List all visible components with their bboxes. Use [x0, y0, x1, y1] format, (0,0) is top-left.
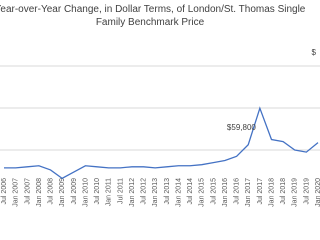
x-tick-label: Jul 2012	[141, 178, 148, 205]
x-tick-label: Jul 2009	[71, 178, 78, 205]
x-tick-label: Jan 2017	[245, 178, 252, 207]
x-tick-label: Jan 2018	[268, 178, 275, 207]
x-tick-label: Jul 2006	[1, 178, 8, 205]
x-tick-label: Jan 2015	[199, 178, 206, 207]
chart: Year-over-Year Change, in Dollar Terms, …	[0, 4, 320, 207]
x-tick-label: Jul 2014	[187, 178, 194, 205]
data-label: $59,800	[227, 123, 256, 132]
x-tick-label: Jul 2018	[280, 178, 287, 205]
x-tick-label: Jan 2008	[36, 178, 43, 207]
x-tick-label: Jul 2011	[117, 178, 124, 204]
chart-title: Year-over-Year Change, in Dollar Terms, …	[0, 4, 306, 15]
x-tick-label: Jul 2019	[303, 178, 310, 205]
x-tick-label: Jul 2008	[48, 178, 55, 205]
x-tick-label: Jul 2007	[24, 178, 31, 205]
annotation: $	[312, 48, 317, 57]
x-tick-label: Jul 2016	[234, 178, 241, 205]
x-tick-label: Jan 2012	[129, 178, 136, 207]
x-tick-label: Jan 2011	[106, 178, 113, 206]
x-tick-label: Jan 2009	[59, 178, 66, 207]
x-tick-label: Jul 2015	[210, 178, 217, 205]
x-tick-label: Jan 2013	[152, 178, 159, 207]
x-tick-label: Jul 2013	[164, 178, 171, 205]
x-tick-label: Jan 2010	[82, 178, 89, 207]
x-tick-label: Jan 2016	[222, 178, 229, 207]
chart-title: Family Benchmark Price	[96, 17, 205, 28]
x-tick-label: Jul 2017	[257, 178, 264, 205]
x-tick-label: Jan 2019	[292, 178, 299, 207]
x-tick-label: Jan 2020	[315, 178, 320, 207]
data-line	[4, 106, 319, 180]
x-tick-label: Jul 2010	[94, 178, 101, 205]
x-tick-label: Jan 2007	[13, 178, 20, 207]
x-tick-label: Jan 2014	[175, 178, 182, 207]
